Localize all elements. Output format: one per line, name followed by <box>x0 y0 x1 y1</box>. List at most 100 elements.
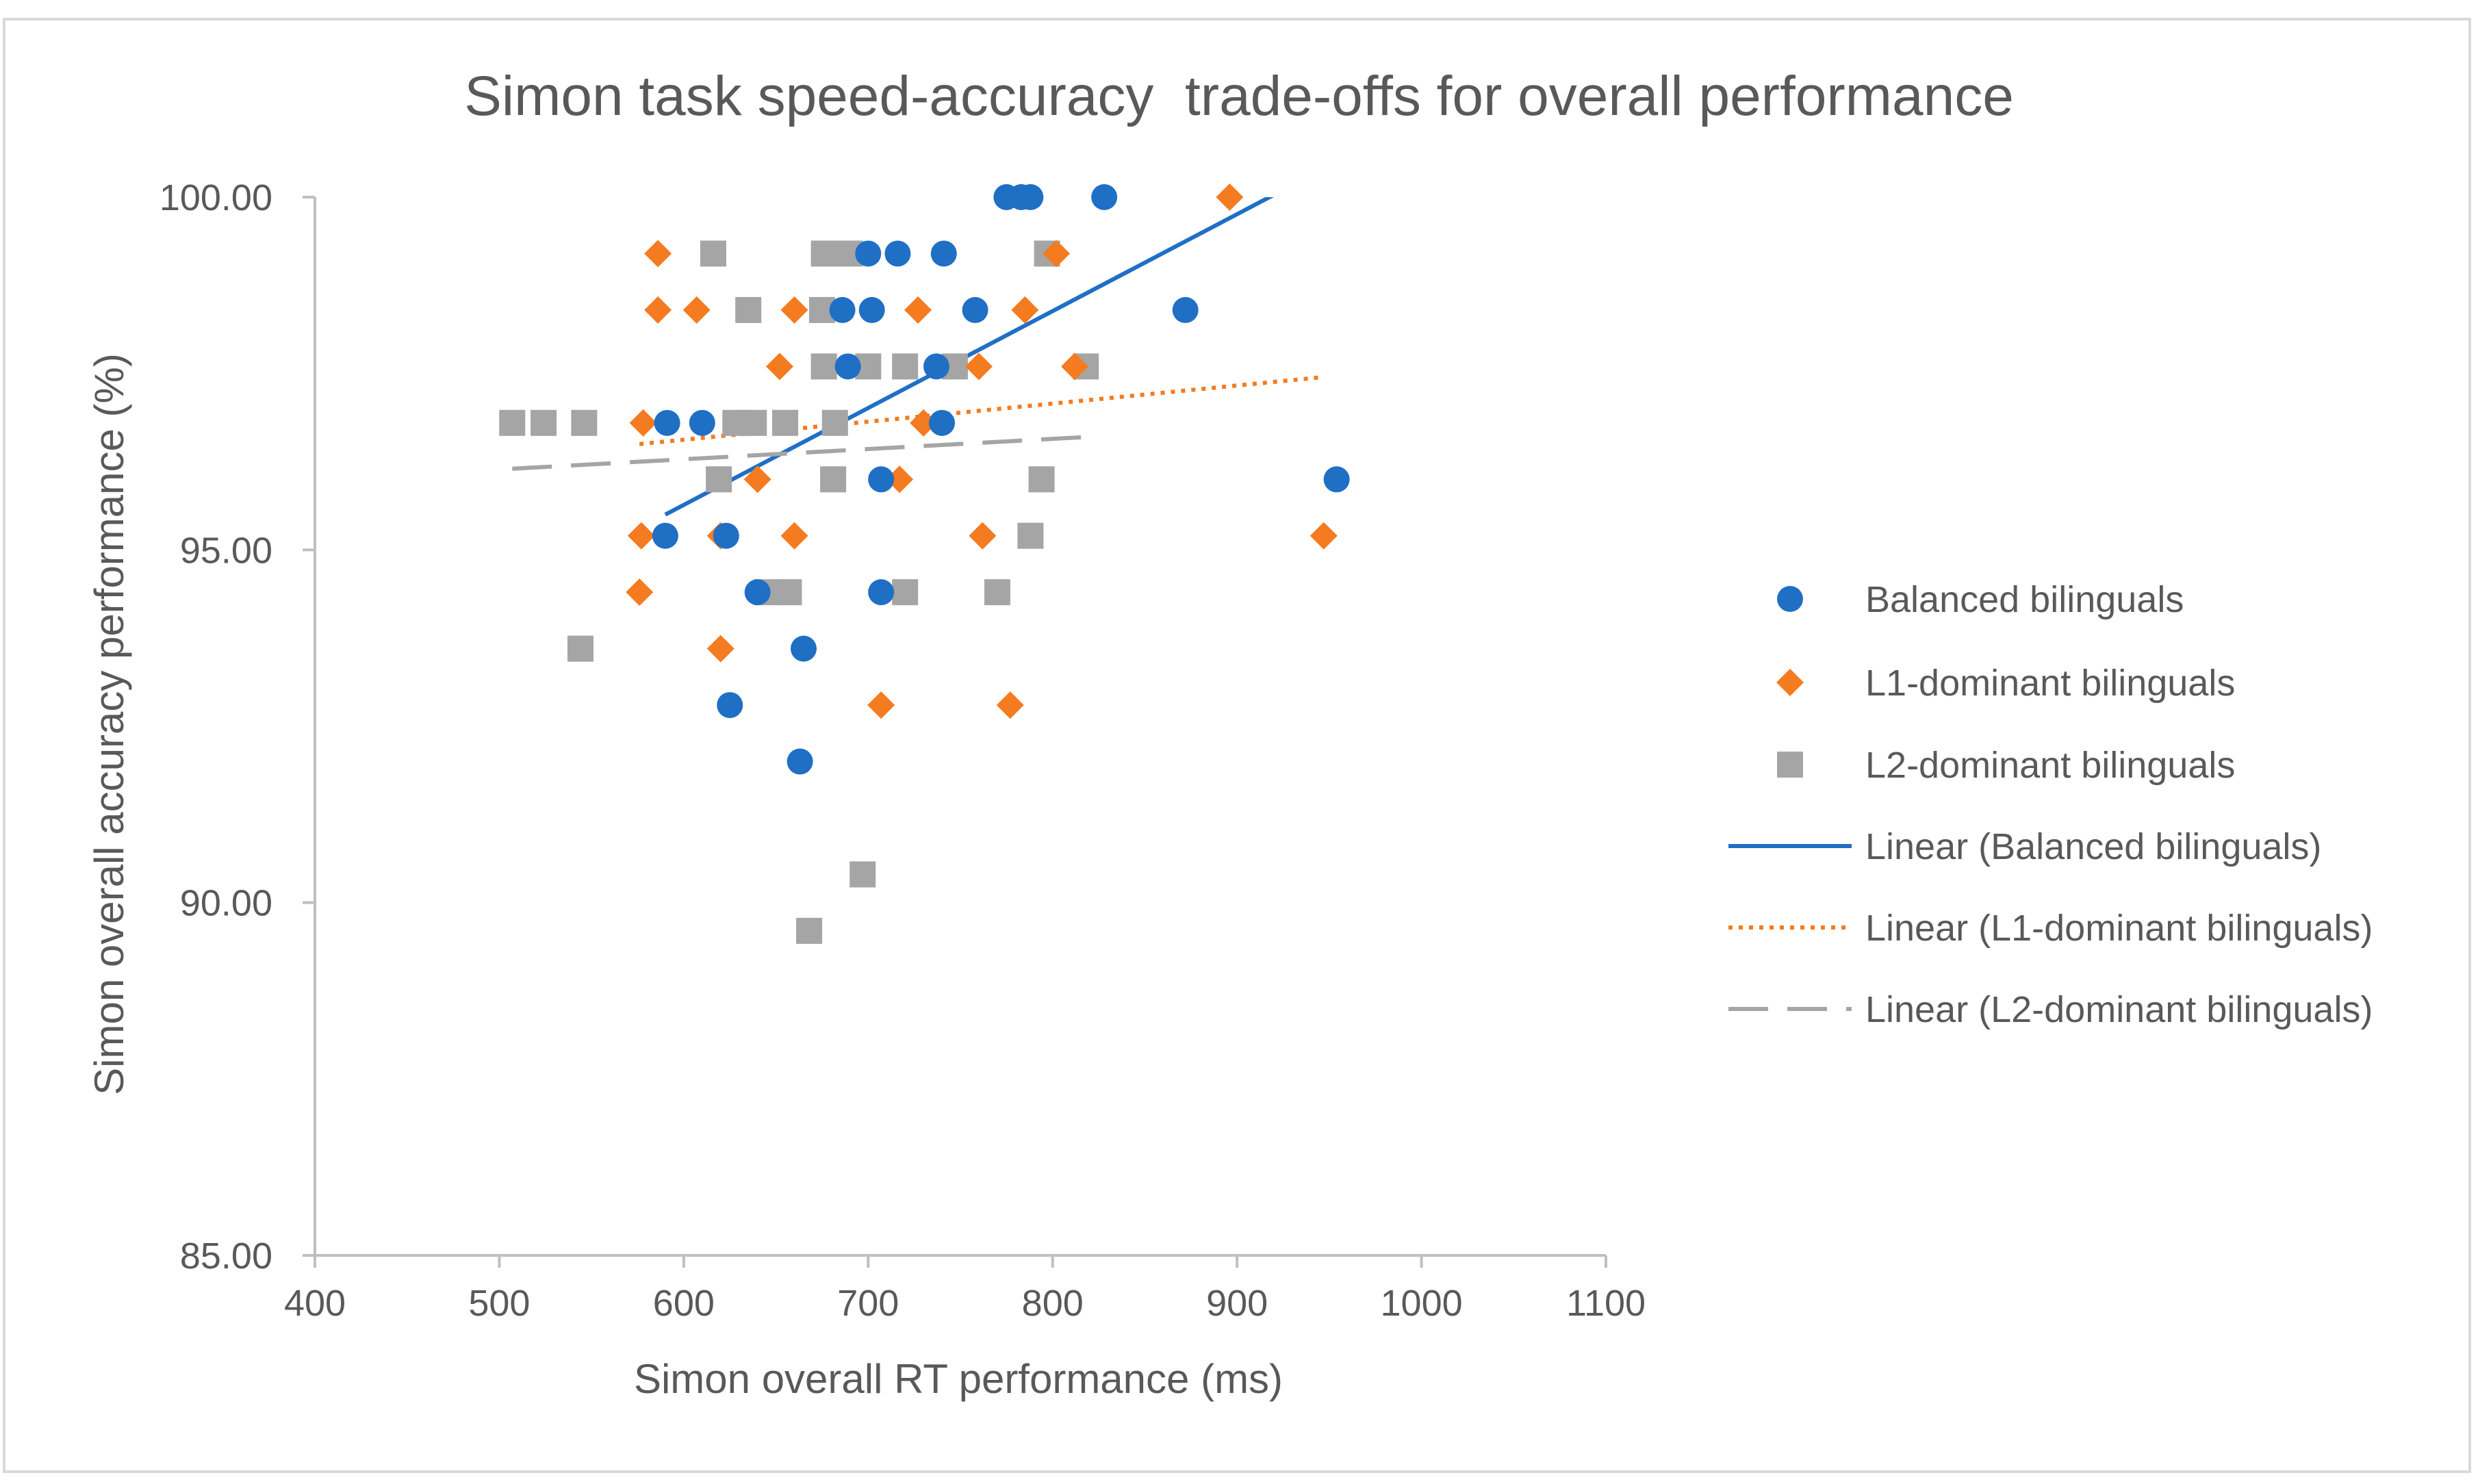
l2-dominant-point <box>892 353 919 380</box>
y-tick-label: 95.00 <box>180 530 272 571</box>
y-axis-title: Simon overall accuracy performance (%) <box>86 353 132 1095</box>
legend-label: Linear (L1-dominant bilinguals) <box>1865 908 2373 949</box>
balanced-point <box>930 240 957 267</box>
l1-dominant-point <box>1216 183 1244 211</box>
balanced-point <box>717 692 743 719</box>
x-tick-label: 800 <box>1022 1283 1084 1324</box>
legend-label: Linear (Balanced bilinguals) <box>1865 826 2321 867</box>
l2-dominant-point <box>735 296 762 323</box>
legend-label: L1-dominant bilinguals <box>1865 663 2235 704</box>
balanced-point <box>790 635 817 662</box>
l1-dominant-point <box>644 240 672 268</box>
l1-dominant-point <box>765 353 793 381</box>
x-tick-label: 500 <box>468 1283 530 1324</box>
balanced-point <box>884 240 911 267</box>
balanced-point <box>858 296 885 323</box>
series-balanced <box>652 184 1350 775</box>
l1-dominant-point <box>743 465 771 494</box>
l2-dominant-point <box>531 409 557 436</box>
l2-dominant-point <box>567 635 593 662</box>
balanced-point <box>652 522 678 549</box>
l2-dominant-point <box>1028 466 1055 493</box>
l1-dominant-point <box>969 522 997 550</box>
legend-label: Linear (L2-dominant bilinguals) <box>1865 989 2373 1030</box>
l2-dominant-point <box>700 240 726 267</box>
l1-dominant-point <box>629 409 657 437</box>
balanced-point <box>744 579 771 606</box>
balanced-point <box>1172 296 1199 323</box>
balanced-point <box>855 240 882 267</box>
chart-border <box>3 18 2471 1473</box>
balanced-point <box>834 353 861 380</box>
chart-title: Simon task speed-accuracy trade-offs for… <box>464 65 2014 127</box>
l1-dominant-point <box>682 296 711 324</box>
l1-dominant-point <box>965 353 993 381</box>
l1-dominant-point <box>867 691 895 719</box>
y-tick-label: 85.00 <box>180 1236 272 1277</box>
legend-l1-dominant: L1-dominant bilinguals <box>1776 663 2235 704</box>
x-tick-label: 1100 <box>1566 1283 1646 1324</box>
balanced-point <box>829 296 856 323</box>
balanced-point <box>1017 184 1044 210</box>
balanced-point <box>787 748 813 775</box>
balanced-point <box>868 466 895 493</box>
axes: 400 500 600 700 800 900 1000 1100 85.00 90.00 95.0… <box>159 177 1646 1324</box>
legend-marker <box>1777 586 1803 612</box>
l1-dominant-point <box>996 691 1024 719</box>
l2-dominant-point <box>741 409 767 436</box>
l2-dominant-point <box>776 579 802 606</box>
l1-dominant-point <box>627 522 655 550</box>
legend-marker <box>1776 669 1804 696</box>
l1-dominant-point <box>706 635 735 663</box>
x-tick-label: 600 <box>653 1283 715 1324</box>
l2-dominant-point <box>571 409 598 436</box>
l1-dominant-point <box>910 409 938 437</box>
balanced-point <box>1323 466 1350 493</box>
balanced-point <box>923 353 949 380</box>
l2-dominant-point <box>850 861 876 888</box>
l2-dominant-point <box>821 409 848 436</box>
legend-balanced: Balanced bilinguals <box>1777 579 2184 620</box>
legend-l2-dominant: L2-dominant bilinguals <box>1777 745 2235 786</box>
l1-dominant-point <box>1310 522 1338 550</box>
balanced-point <box>1091 184 1118 210</box>
l2-dominant-point <box>892 579 919 606</box>
y-tick-label: 90.00 <box>180 883 272 924</box>
x-tick-label: 400 <box>284 1283 346 1324</box>
legend-trend-l1-dominant: Linear (L1-dominant bilinguals) <box>1728 908 2373 949</box>
balanced-point <box>868 579 895 606</box>
l1-dominant-point <box>626 578 654 606</box>
l2-dominant-point <box>984 579 1010 606</box>
legend-label: Balanced bilinguals <box>1865 579 2184 620</box>
l2-dominant-point <box>796 917 823 944</box>
l1-dominant-point <box>1011 296 1039 324</box>
x-axis-title: Simon overall RT performance (ms) <box>634 1356 1283 1402</box>
balanced-point <box>962 296 988 323</box>
l2-dominant-point <box>810 353 837 380</box>
l1-dominant-point <box>1043 240 1071 268</box>
l2-dominant-point <box>499 409 526 436</box>
l1-dominant-point <box>886 465 914 494</box>
balanced-point <box>654 409 680 436</box>
l1-dominant-point <box>1061 353 1089 381</box>
x-tick-label: 700 <box>837 1283 899 1324</box>
l2-dominant-point <box>820 466 847 493</box>
x-tick-label: 900 <box>1206 1283 1268 1324</box>
l2-dominant-point <box>810 240 837 267</box>
y-tick-label: 100.00 <box>159 177 272 218</box>
balanced-point <box>689 409 715 436</box>
l1-dominant-point <box>904 296 932 324</box>
l1-dominant-point <box>780 296 808 324</box>
data-points <box>499 183 1350 944</box>
balanced-point <box>929 409 956 436</box>
legend-trend-l2-dominant: Linear (L2-dominant bilinguals) <box>1728 989 2373 1030</box>
l2-dominant-point <box>706 466 732 493</box>
l2-dominant-point <box>772 409 799 436</box>
balanced-point <box>713 522 739 549</box>
l2-dominant-point <box>1017 522 1044 549</box>
legend-trend-balanced: Linear (Balanced bilinguals) <box>1728 826 2321 867</box>
x-tick-label: 1000 <box>1381 1283 1463 1324</box>
legend: Balanced bilinguals L1-dominant bilingual… <box>1728 579 2373 1030</box>
